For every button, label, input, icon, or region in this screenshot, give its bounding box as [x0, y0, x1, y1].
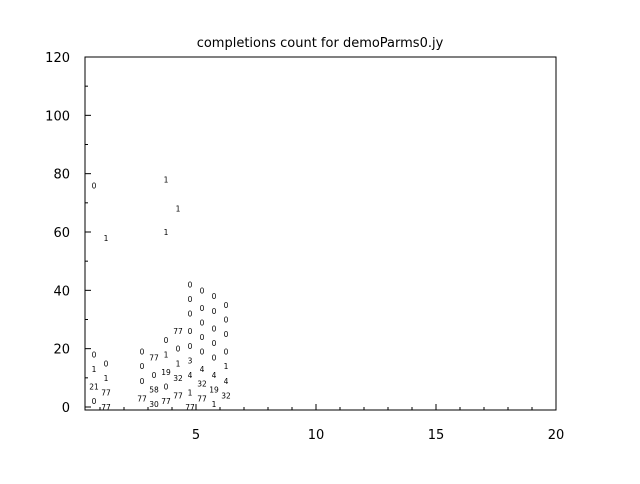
y-tick-label: 60	[53, 226, 70, 241]
data-point-label: 32	[197, 380, 207, 389]
data-point-label: 1	[164, 351, 169, 360]
data-point-label: 0	[188, 342, 193, 351]
data-point-label: 77	[101, 388, 111, 397]
data-point-label: 4	[200, 365, 205, 374]
data-point-label: 0	[92, 351, 97, 360]
data-point-label: 0	[188, 327, 193, 336]
data-point-label: 4	[188, 371, 193, 380]
data-point-label: 1	[176, 359, 181, 368]
data-point-label: 0	[224, 330, 229, 339]
plot-frame	[84, 56, 557, 411]
data-point-label: 0	[212, 324, 217, 333]
data-point-label: 0	[224, 301, 229, 310]
x-tick-label: 15	[428, 428, 445, 443]
x-tick-label: 5	[192, 428, 200, 443]
y-tick-label: 100	[45, 109, 70, 124]
data-point-label: 1	[224, 362, 229, 371]
data-point-label: 1	[164, 176, 169, 185]
data-point-label: 1	[104, 374, 109, 383]
data-point-label: 0	[164, 383, 169, 392]
x-tick-label: 20	[548, 428, 565, 443]
data-point-label: 77	[101, 403, 111, 412]
y-tick-label: 0	[62, 401, 70, 416]
y-tick-label: 20	[53, 343, 70, 358]
data-point-label: 0	[140, 348, 145, 357]
data-point-label: 77	[197, 394, 207, 403]
data-point-label: 0	[212, 353, 217, 362]
data-point-label: 0	[140, 362, 145, 371]
data-point-label: 0	[224, 348, 229, 357]
data-point-label: 1	[212, 400, 217, 409]
data-point-label: 1	[92, 365, 97, 374]
data-point-label: 0	[92, 181, 97, 190]
data-point-label: 30	[149, 400, 159, 409]
data-point-label: 77	[185, 403, 195, 412]
data-point-label: 0	[200, 318, 205, 327]
data-point-label: 0	[188, 310, 193, 319]
data-point-label: 0	[188, 281, 193, 290]
data-point-label: 0	[188, 295, 193, 304]
data-point-label: 77	[173, 327, 183, 336]
data-point-label: 0	[200, 348, 205, 357]
data-point-label: 77	[161, 397, 171, 406]
data-point-label: 0	[200, 333, 205, 342]
data-point-label: 0	[164, 336, 169, 345]
data-point-label: 0	[200, 304, 205, 313]
y-tick-label: 80	[53, 168, 70, 183]
data-point-label: 0	[212, 292, 217, 301]
data-point-label: 1	[188, 388, 193, 397]
data-point-label: 0	[200, 286, 205, 295]
data-point-label: 0	[152, 371, 157, 380]
data-point-label: 0	[92, 397, 97, 406]
data-point-label: 4	[224, 377, 229, 386]
data-point-label: 0	[176, 345, 181, 354]
data-point-label: 4	[212, 371, 217, 380]
data-point-label: 58	[149, 386, 159, 395]
chart-title: completions count for demoParms0.jy	[197, 36, 444, 51]
data-point-label: 19	[161, 368, 171, 377]
data-point-label: 0	[212, 307, 217, 316]
data-point-label: 0	[224, 316, 229, 325]
data-point-label: 1	[164, 228, 169, 237]
data-point-label: 32	[221, 391, 231, 400]
x-tick-label: 10	[308, 428, 325, 443]
data-point-label: 0	[140, 377, 145, 386]
y-tick-label: 120	[45, 51, 70, 66]
data-point-label: 77	[149, 353, 159, 362]
data-point-label: 0	[104, 359, 109, 368]
data-point-label: 32	[173, 374, 183, 383]
data-point-label: 21	[89, 383, 99, 392]
data-point-label: 3	[188, 356, 193, 365]
data-point-label: 77	[173, 391, 183, 400]
data-point-label: 1	[176, 205, 181, 214]
y-tick-label: 40	[53, 284, 70, 299]
data-point-label: 19	[209, 386, 219, 395]
data-point-label: 77	[137, 394, 147, 403]
data-point-label: 0	[212, 339, 217, 348]
data-point-label: 1	[104, 234, 109, 243]
